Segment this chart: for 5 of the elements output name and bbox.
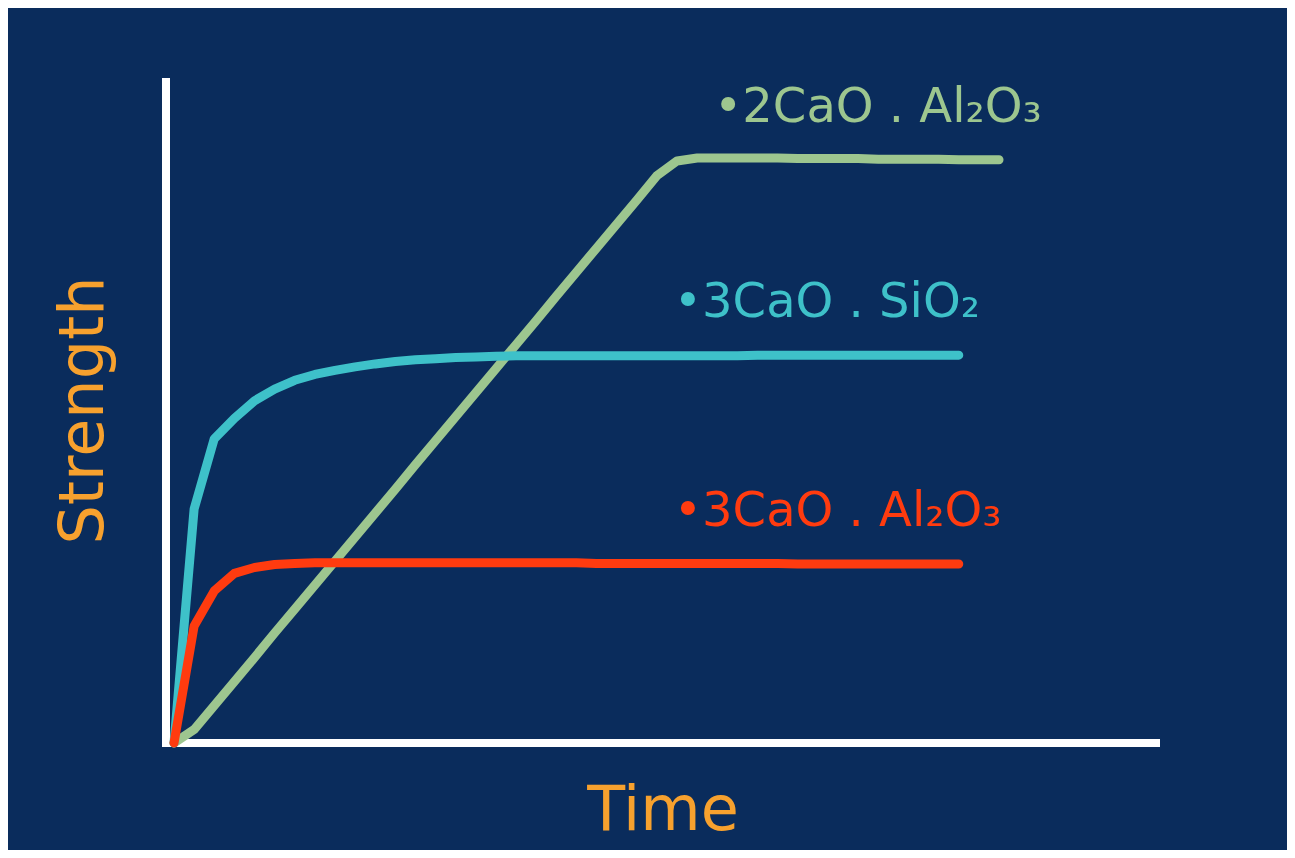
series-label: •2CaO . Al₂O₃ [714,76,1042,133]
series-label: •3CaO . Al₂O₃ [673,480,1002,537]
x-axis-title: Time [586,772,739,845]
series-label: •3CaO . SiO₂ [673,272,980,329]
y-axis-title: Strength [45,276,118,545]
